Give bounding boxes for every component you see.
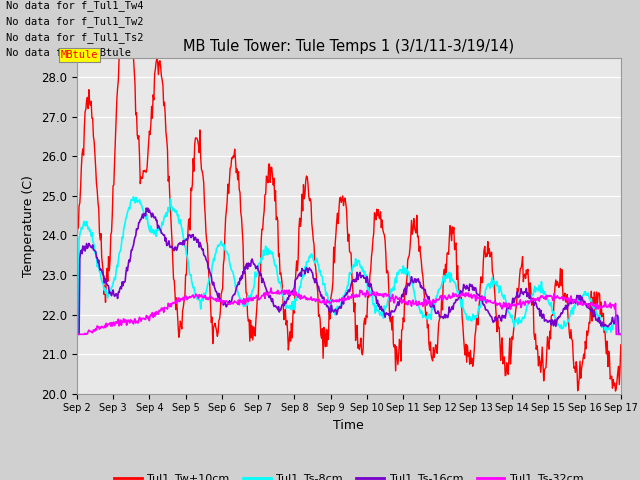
Tul1_Tw+10cm <box>341 195 349 201</box>
Tul1_Tw+10cm <box>612 388 620 394</box>
Tul1_Ts-16cm <box>73 331 81 337</box>
Tul1_Tw+10cm <box>115 55 123 60</box>
Line: Tul1_Ts-8cm: Tul1_Ts-8cm <box>77 197 621 334</box>
Tul1_Tw+10cm <box>216 309 224 314</box>
Tul1_Ts-32cm <box>193 291 200 297</box>
Text: No data for f_Tul1_Tw4: No data for f_Tul1_Tw4 <box>6 0 144 11</box>
Tul1_Ts-16cm <box>448 306 456 312</box>
Tul1_Ts-8cm <box>341 291 349 297</box>
Tul1_Tw+10cm <box>394 361 402 367</box>
Tul1_Ts-8cm <box>73 331 81 337</box>
Line: Tul1_Ts-16cm: Tul1_Ts-16cm <box>77 208 621 334</box>
Tul1_Tw+10cm <box>193 135 201 141</box>
X-axis label: Time: Time <box>333 419 364 432</box>
Tul1_Ts-8cm <box>568 310 575 316</box>
Text: No data for f_Tul1_Tw2: No data for f_Tul1_Tw2 <box>6 16 144 27</box>
Tul1_Ts-8cm <box>448 275 456 281</box>
Tul1_Ts-16cm <box>216 296 224 301</box>
Tul1_Ts-16cm <box>617 331 625 337</box>
Line: Tul1_Ts-32cm: Tul1_Ts-32cm <box>77 288 621 334</box>
Tul1_Ts-16cm <box>568 298 575 303</box>
Tul1_Ts-32cm <box>216 298 223 304</box>
Y-axis label: Temperature (C): Temperature (C) <box>22 175 35 276</box>
Tul1_Ts-32cm <box>341 295 349 301</box>
Text: No data for f_Tul1_Ts2: No data for f_Tul1_Ts2 <box>6 32 144 43</box>
Tul1_Tw+10cm <box>448 238 456 243</box>
Tul1_Ts-16cm <box>193 240 201 245</box>
Tul1_Ts-16cm <box>341 293 349 299</box>
Line: Tul1_Tw+10cm: Tul1_Tw+10cm <box>77 58 621 391</box>
Tul1_Tw+10cm <box>73 255 81 261</box>
Text: No data for f_MBtule: No data for f_MBtule <box>6 48 131 59</box>
Legend: Tul1_Tw+10cm, Tul1_Ts-8cm, Tul1_Ts-16cm, Tul1_Ts-32cm: Tul1_Tw+10cm, Tul1_Ts-8cm, Tul1_Ts-16cm,… <box>109 469 588 480</box>
Tul1_Ts-32cm <box>73 331 81 337</box>
Tul1_Ts-32cm <box>267 285 275 291</box>
Tul1_Tw+10cm <box>617 342 625 348</box>
Tul1_Ts-16cm <box>394 299 402 305</box>
Tul1_Ts-32cm <box>617 331 625 337</box>
Tul1_Ts-8cm <box>130 194 138 200</box>
Tul1_Tw+10cm <box>568 336 575 342</box>
Tul1_Ts-8cm <box>394 272 402 277</box>
Title: MB Tule Tower: Tule Temps 1 (3/1/11-3/19/14): MB Tule Tower: Tule Temps 1 (3/1/11-3/19… <box>183 39 515 54</box>
Tul1_Ts-8cm <box>216 240 224 246</box>
Tul1_Ts-32cm <box>568 298 575 304</box>
Tul1_Ts-16cm <box>143 205 150 211</box>
Tul1_Ts-32cm <box>448 294 456 300</box>
Text: MBtule: MBtule <box>61 50 99 60</box>
Tul1_Ts-32cm <box>394 296 402 302</box>
Tul1_Ts-8cm <box>193 295 201 301</box>
Tul1_Ts-8cm <box>617 331 625 337</box>
